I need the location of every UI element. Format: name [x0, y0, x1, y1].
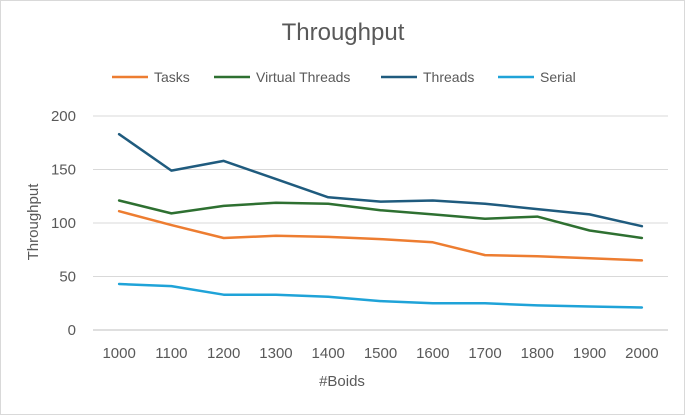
series-line-tasks — [117, 209, 644, 262]
x-tick-label: 1700 — [468, 345, 501, 362]
y-tick-label: 0 — [68, 322, 76, 339]
chart-title: Throughput — [282, 19, 405, 46]
y-tick-label: 100 — [51, 215, 76, 232]
series-lines — [117, 132, 644, 309]
legend-item: Serial — [498, 69, 576, 85]
x-tick-label: 1800 — [521, 345, 554, 362]
x-tick-label: 1200 — [207, 345, 240, 362]
x-tick-label: 1500 — [364, 345, 397, 362]
y-axis-label: Throughput — [25, 183, 42, 261]
x-tick-label: 1400 — [312, 345, 345, 362]
x-tick-label: 1100 — [155, 345, 187, 362]
legend: Tasks Virtual Threads Threads Serial — [112, 69, 576, 85]
x-tick-label: 1600 — [416, 345, 449, 362]
legend-item: Tasks — [112, 69, 190, 85]
y-tick-label: 200 — [51, 108, 76, 125]
gridlines — [93, 115, 668, 331]
y-tick-label: 50 — [59, 269, 76, 286]
x-tick-label: 1000 — [102, 345, 135, 362]
legend-label: Threads — [423, 69, 474, 85]
legend-item: Threads — [381, 69, 474, 85]
y-tick-label: 150 — [51, 162, 76, 179]
legend-item: Virtual Threads — [214, 69, 350, 85]
series-line-serial — [117, 282, 644, 309]
x-axis-ticks: 1000 1100 1200 1300 1400 1500 1600 1700 1800 1900… — [102, 345, 658, 362]
x-axis-label: #Boids — [319, 373, 365, 390]
x-tick-label: 1300 — [259, 345, 292, 362]
series-line-virtual-threads — [117, 199, 644, 240]
y-axis-ticks: 0 50 100 150 200 — [51, 108, 76, 339]
x-tick-label: 2000 — [625, 345, 658, 362]
legend-label: Virtual Threads — [256, 69, 350, 85]
series-line-threads — [117, 132, 644, 228]
x-tick-label: 1900 — [573, 345, 606, 362]
legend-label: Serial — [540, 69, 576, 85]
legend-label: Tasks — [154, 69, 190, 85]
